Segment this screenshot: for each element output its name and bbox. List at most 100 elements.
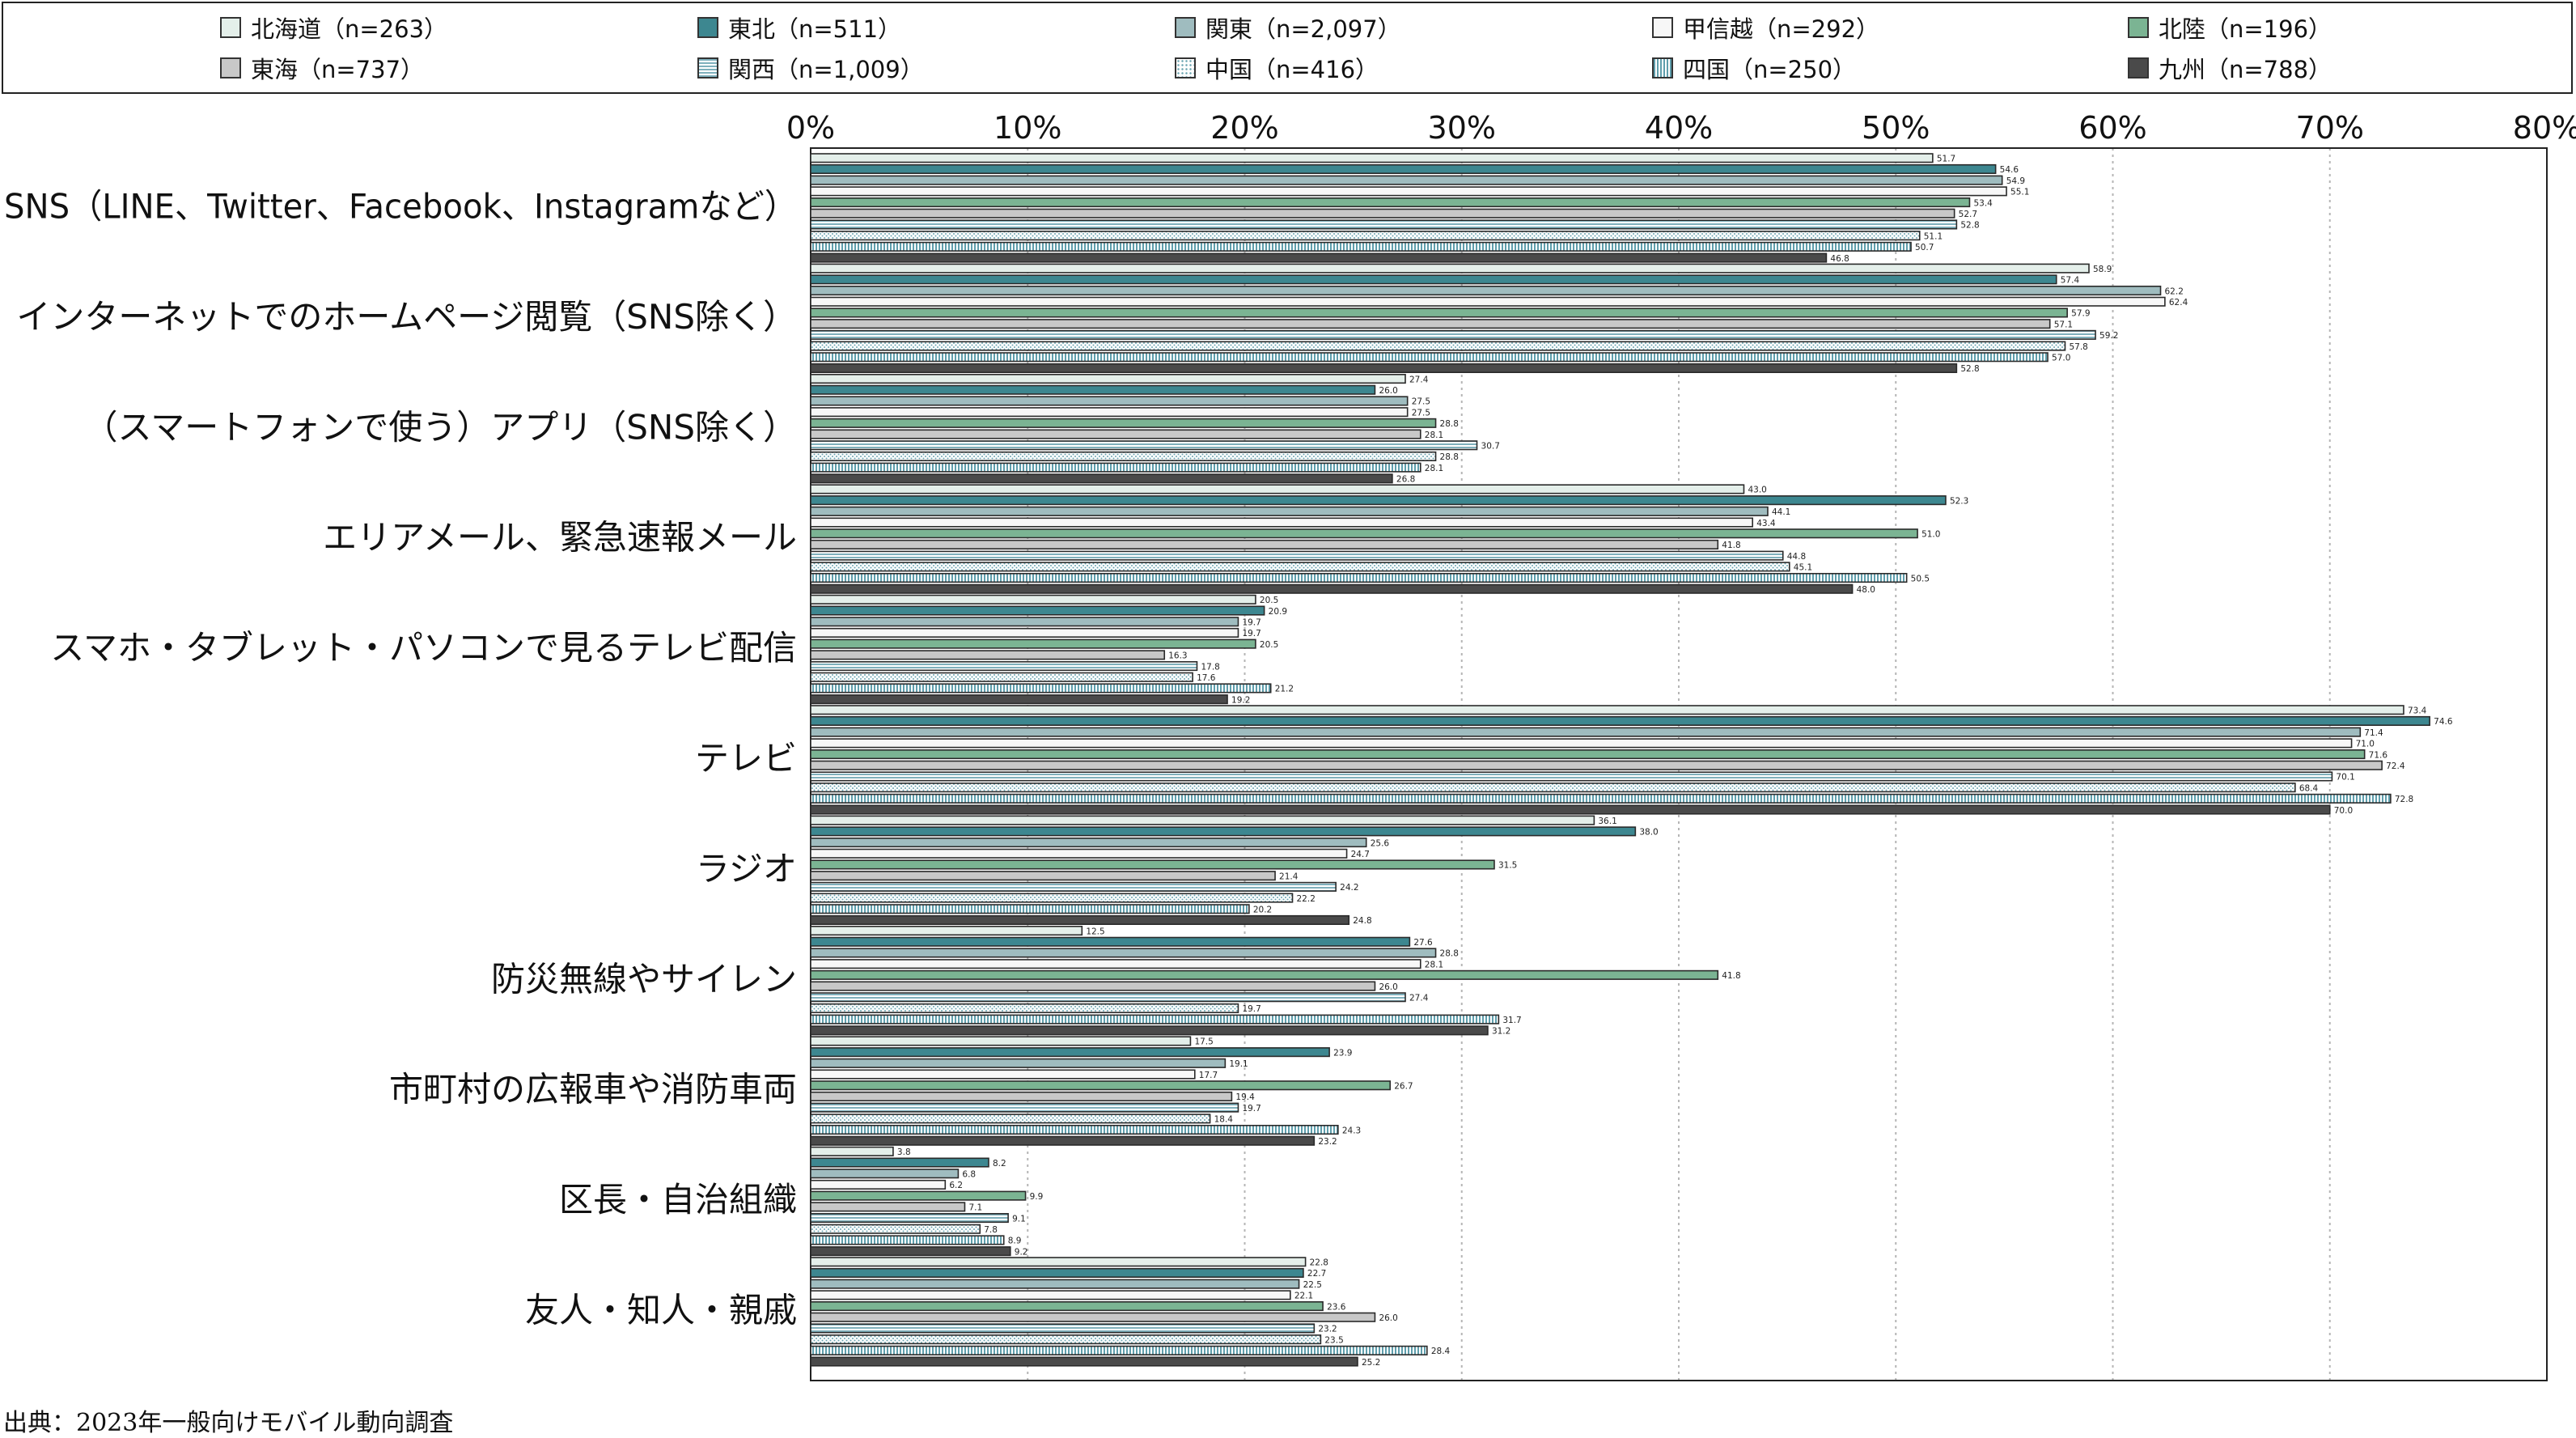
bar-value-label: 26.7 <box>1394 1082 1413 1092</box>
bar-value-label: 50.7 <box>1915 243 1934 252</box>
legend-label: 中国（n=416） <box>1205 56 1379 83</box>
bar-関西 <box>810 329 2096 340</box>
bar-value-label: 17.7 <box>1199 1071 1218 1080</box>
bar-中国 <box>810 1334 1322 1345</box>
bar-value-label: 57.1 <box>2054 320 2073 329</box>
bar-東海 <box>810 539 1719 550</box>
bar-東海 <box>810 1312 1376 1322</box>
bar-value-label: 41.8 <box>1722 971 1740 981</box>
bar-中国 <box>810 451 1437 462</box>
bar-value-label: 57.0 <box>2052 354 2070 363</box>
bar-value-label: 27.5 <box>1412 408 1430 418</box>
bar-関東 <box>810 506 1769 516</box>
bar-北海道 <box>810 484 1745 494</box>
bar-value-label: 36.1 <box>1598 817 1616 826</box>
bar-九州 <box>810 473 1393 484</box>
legend-label: 九州（n=788） <box>2159 56 2332 83</box>
bar-関西 <box>810 1323 1316 1334</box>
bar-value-label: 24.2 <box>1340 883 1358 893</box>
bar-北海道 <box>810 153 1934 163</box>
bar-value-label: 26.8 <box>1396 475 1415 485</box>
bar-value-label: 70.0 <box>2334 806 2353 816</box>
bar-四国 <box>810 352 2049 363</box>
bar-value-label: 19.7 <box>1242 1104 1260 1113</box>
legend-item: 関西（n=1,009） <box>697 52 924 84</box>
bar-中国 <box>810 1003 1239 1013</box>
bar-北海道 <box>810 926 1083 936</box>
bar-value-label: 28.4 <box>1431 1347 1451 1356</box>
bar-関東 <box>810 1169 960 1179</box>
bar-value-label: 52.8 <box>1960 364 1979 374</box>
bar-value-label: 26.0 <box>1379 982 1397 992</box>
bar-関東 <box>810 1058 1227 1068</box>
bar-四国 <box>810 1345 1428 1355</box>
bar-九州 <box>810 804 2331 815</box>
bar-value-label: 74.6 <box>2434 717 2453 727</box>
bar-北海道 <box>810 373 1406 384</box>
legend-swatch <box>1175 17 1196 38</box>
bar-value-label: 52.3 <box>1950 496 1968 506</box>
category-label: スマホ・タブレット・パソコンで見るテレビ配信 <box>50 628 797 668</box>
legend-item: 関東（n=2,097） <box>1175 11 1401 44</box>
bar-value-label: 22.7 <box>1307 1269 1326 1279</box>
bar-北陸 <box>810 418 1437 428</box>
legend-item: 北陸（n=196） <box>2128 11 2332 44</box>
bar-甲信越 <box>810 407 1409 418</box>
category-label: 防災無線やサイレン <box>491 959 797 999</box>
category-label: インターネットでのホームページ閲覧（SNS除く） <box>16 297 797 337</box>
bar-東海 <box>810 429 1421 439</box>
bar-九州 <box>810 1246 1011 1257</box>
x-tick-label: 50% <box>1862 110 1930 146</box>
bar-value-label: 51.0 <box>1921 530 1940 540</box>
legend-label: 北陸（n=196） <box>2159 15 2332 43</box>
bar-北海道 <box>810 1036 1192 1046</box>
bar-東海 <box>810 760 2383 770</box>
bar-北陸 <box>810 1080 1392 1091</box>
category-label: ラジオ <box>696 849 797 889</box>
bar-value-label: 28.8 <box>1440 452 1459 462</box>
bar-甲信越 <box>810 296 2166 307</box>
bar-value-label: 24.3 <box>1342 1126 1361 1135</box>
bar-value-label: 31.2 <box>1492 1027 1510 1037</box>
bar-関東 <box>810 396 1409 406</box>
bar-value-label: 52.7 <box>1959 210 1977 219</box>
bar-関東 <box>810 838 1367 848</box>
bar-value-label: 57.4 <box>2061 276 2080 286</box>
bar-関西 <box>810 881 1337 892</box>
bar-中国 <box>810 783 2296 793</box>
bar-value-label: 54.9 <box>2006 176 2025 186</box>
bar-北海道 <box>810 705 2404 715</box>
bar-四国 <box>810 572 1908 583</box>
bar-value-label: 53.4 <box>1973 198 1993 208</box>
bar-四国 <box>810 241 1912 252</box>
bar-value-label: 26.0 <box>1379 386 1397 396</box>
bar-甲信越 <box>810 1069 1196 1080</box>
bar-value-label: 7.1 <box>968 1203 982 1213</box>
bar-value-label: 23.5 <box>1324 1335 1343 1345</box>
bar-北海道 <box>810 1146 894 1156</box>
bar-value-label: 27.4 <box>1409 375 1429 384</box>
x-tick-label: 70% <box>2296 110 2364 146</box>
bar-東海 <box>810 319 2051 329</box>
bar-北海道 <box>810 263 2090 274</box>
bar-value-label: 27.4 <box>1409 994 1429 1003</box>
bar-value-label: 19.7 <box>1242 629 1260 638</box>
bar-value-label: 27.6 <box>1413 938 1433 948</box>
bar-関西 <box>810 771 2333 782</box>
bar-東海 <box>810 208 1955 218</box>
bar-value-label: 62.4 <box>2169 298 2188 308</box>
bar-value-label: 51.1 <box>1924 231 1943 241</box>
bar-value-label: 55.1 <box>2010 188 2029 197</box>
legend-swatch <box>697 57 718 78</box>
bar-北海道 <box>810 1257 1307 1267</box>
bar-東海 <box>810 1202 966 1212</box>
legend-item: 甲信越（n=292） <box>1652 11 1879 44</box>
bar-value-label: 23.6 <box>1327 1302 1346 1312</box>
bar-value-label: 58.9 <box>2093 265 2112 274</box>
bar-value-label: 18.4 <box>1214 1115 1234 1125</box>
bar-関西 <box>810 219 1958 230</box>
bar-value-label: 30.7 <box>1481 442 1500 452</box>
bar-関西 <box>810 660 1198 672</box>
bar-value-label: 21.2 <box>1275 685 1294 694</box>
bar-北海道 <box>810 815 1595 825</box>
